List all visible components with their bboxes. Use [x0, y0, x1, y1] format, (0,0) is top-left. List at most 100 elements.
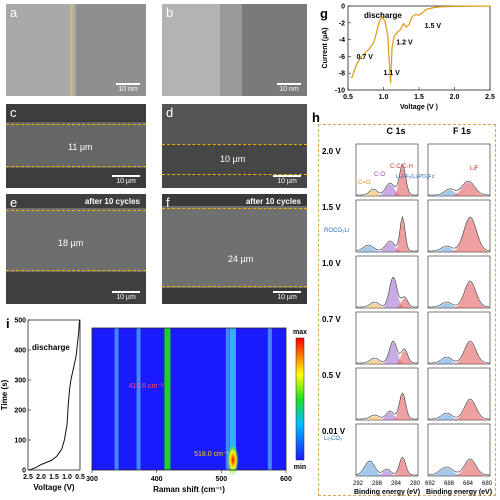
- i-left-xtick-label: 1.5: [49, 474, 59, 481]
- panel-b-label: b: [166, 5, 174, 20]
- i-left-xtick-label: 2.0: [36, 474, 46, 481]
- i-heatmap-xtick-label: 500: [215, 476, 227, 483]
- i-heatmap-peak-band: [164, 328, 171, 470]
- panel-h-chart: h C 1s F 1s 2.0 V 1.5 V 1.0 V 0.7 V 0.5 V 0.01 …: [312, 110, 493, 496]
- h-voltage-label: 0.7 V: [322, 315, 341, 324]
- h-f1s-component: [428, 400, 490, 420]
- h-xlabel: Binding energy (eV): [426, 489, 492, 496]
- h-c1s-component: [356, 242, 418, 252]
- i-left-ylabel: Time (s): [0, 379, 9, 410]
- h-f1s-component: [428, 468, 490, 476]
- i-left-ytick-label: 200: [14, 408, 26, 415]
- h-xlabel: Binding energy (eV): [354, 489, 420, 496]
- h-c1s-xtick-label: 280: [410, 481, 421, 487]
- h-c1s-component: [356, 246, 418, 252]
- g-annotation: 1.5 V: [425, 23, 442, 30]
- g-title: discharge: [364, 11, 402, 20]
- panel-a-scale-bar: 10 nm: [116, 83, 140, 93]
- h-c1s-component: [356, 458, 418, 476]
- i-left-title: discharge: [32, 343, 70, 352]
- h-f1s-component: [428, 190, 490, 196]
- g-annotation: 0.7 V: [357, 54, 374, 61]
- h-f1s-component: [428, 358, 490, 364]
- h-f1s-component: [428, 182, 490, 196]
- h-c1s-frame: [355, 367, 419, 421]
- h-voltage-label: 1.0 V: [322, 259, 341, 268]
- panel-g-chart: g 0.5 1.0 1.5 2.0 2.5 0 -2 -4 -6 -8 -10 Voltage (V …: [320, 4, 495, 112]
- i-left-xlabel: Voltage (V): [33, 483, 75, 492]
- h-f1s-frame: [427, 367, 491, 421]
- h-f1s-frame: [427, 143, 491, 197]
- g-ytick-label: -4: [339, 37, 345, 44]
- h-column-title: F 1s: [453, 126, 471, 136]
- panel-e-note: after 10 cycles: [84, 197, 140, 206]
- h-f1s-envelope: [428, 180, 491, 196]
- i-left-frame: [27, 319, 81, 471]
- panel-c-label: c: [10, 105, 17, 120]
- i-heatmap-band: [114, 328, 119, 470]
- i-heatmap-frame: [91, 327, 287, 471]
- panel-b-tem-image: b 10 nm: [162, 4, 307, 96]
- h-f1s-frame: [427, 255, 491, 309]
- i-colorbar: [295, 337, 305, 461]
- panel-a-label: a: [10, 5, 18, 20]
- h-f1s-xtick-label: 680: [482, 481, 493, 487]
- h-c1s-component: [356, 359, 418, 364]
- i-left-ytick-label: 300: [14, 378, 26, 385]
- panel-c-thickness: 11 µm: [68, 142, 93, 152]
- g-ytick-label: -8: [339, 71, 345, 78]
- h-c1s-envelope: [356, 164, 418, 196]
- h-c1s-envelope: [356, 340, 418, 364]
- h-f1s-envelope: [427, 458, 491, 476]
- g-annotation: 1.2 V: [396, 40, 413, 47]
- h-c1s-xtick-label: 288: [372, 481, 383, 487]
- h-f1s-xtick-label: 692: [425, 481, 436, 487]
- i-heatmap-background: [92, 328, 286, 470]
- h-f1s-envelope: [428, 398, 491, 420]
- h-c1s-xtick-label: 292: [353, 481, 364, 487]
- h-f1s-component: [428, 282, 490, 308]
- panel-d-scale-bar: 10 µm: [273, 175, 301, 185]
- h-c1s-component: [356, 416, 418, 420]
- h-c1s-frame: [355, 199, 419, 253]
- panel-e-sem-image: e after 10 cycles 18 µm 10 µm: [6, 194, 146, 304]
- h-c1s-component: [356, 394, 418, 420]
- panel-c-scale-bar: 10 µm: [112, 175, 140, 185]
- h-voltage-label: 2.0 V: [322, 147, 341, 156]
- i-left-xtick-label: 2.5: [23, 474, 33, 481]
- h-f1s-envelope: [428, 216, 491, 252]
- i-heatmap-peak-band: [229, 328, 236, 470]
- h-f1s-frame: [427, 423, 491, 477]
- h-f1s-component: [428, 460, 490, 476]
- i-left-series-line: [29, 319, 80, 471]
- h-c1s-envelope: [355, 456, 418, 476]
- panel-d-label: d: [166, 105, 174, 120]
- i-heatmap-band: [225, 328, 230, 470]
- i-heatmap-xtick-label: 300: [86, 476, 98, 483]
- h-voltage-label: 1.5 V: [322, 203, 341, 212]
- h-f1s-xtick-label: 688: [444, 481, 455, 487]
- i-peak-label: 518.0 cm⁻¹: [194, 451, 229, 458]
- i-colorbar-min-label: min: [294, 464, 306, 471]
- h-c1s-component: [356, 184, 418, 196]
- h-species-label: C=O: [358, 180, 371, 186]
- h-c1s-component: [356, 278, 418, 308]
- i-colorbar-max-label: max: [293, 329, 307, 336]
- panel-i-label: i: [6, 316, 10, 331]
- panel-f-note: after 10 cycles: [245, 197, 301, 206]
- g-xtick-label: 2.5: [485, 94, 495, 101]
- i-heatmap-band: [267, 328, 272, 470]
- h-voltage-label: 0.01 V: [322, 427, 346, 436]
- h-c1s-component: [356, 218, 418, 252]
- g-xtick-label: 2.0: [450, 94, 460, 101]
- i-left-xtick-label: 1.0: [62, 474, 72, 481]
- panel-h-label: h: [312, 110, 320, 125]
- h-c1s-component: [356, 342, 418, 364]
- h-f1s-frame: [427, 311, 491, 365]
- panel-g-label: g: [320, 6, 328, 21]
- h-column-title: C 1s: [386, 126, 405, 136]
- panel-c-sem-image: c 11 µm 10 µm: [6, 104, 146, 188]
- panel-b-scale-bar: 10 nm: [277, 83, 301, 93]
- panel-h-xps-frame: [318, 124, 496, 496]
- g-series-line: [350, 5, 491, 84]
